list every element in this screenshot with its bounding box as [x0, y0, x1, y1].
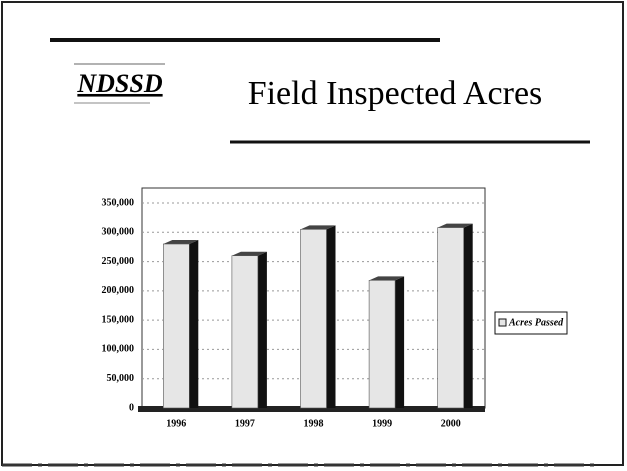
x-tick-label: 2000 — [441, 418, 461, 429]
chart-title: Field Inspected Acres — [248, 75, 543, 112]
y-tick-label: 50,000 — [107, 373, 135, 384]
bar-side — [326, 225, 336, 408]
y-tick-label: 250,000 — [102, 256, 135, 267]
bar — [437, 227, 465, 409]
bar-top — [300, 225, 336, 230]
bar — [163, 243, 190, 409]
y-tick-label: 350,000 — [102, 197, 135, 208]
bar — [300, 229, 327, 409]
bar — [231, 255, 259, 409]
legend-box — [494, 311, 568, 335]
plot-floor — [138, 406, 485, 412]
bar — [368, 280, 396, 409]
bar-top — [437, 223, 473, 228]
bar-top — [163, 240, 199, 244]
logo: NDSSD — [76, 69, 162, 98]
y-tick-label: 300,000 — [102, 227, 135, 238]
bar-side — [463, 223, 473, 408]
x-tick-label: 1997 — [235, 418, 255, 429]
y-tick-label: 100,000 — [102, 344, 135, 355]
y-tick-label: 0 — [129, 402, 134, 413]
bar-side — [189, 240, 199, 408]
x-tick-label: 1998 — [304, 418, 324, 429]
y-tick-label: 150,000 — [102, 314, 135, 325]
x-tick-label: 1999 — [372, 418, 392, 429]
bar-top — [231, 251, 267, 256]
x-tick-label: 1996 — [166, 418, 186, 429]
legend-swatch — [498, 318, 507, 327]
bar-side — [395, 276, 405, 408]
bar-top — [369, 276, 405, 281]
bar-side — [257, 251, 267, 408]
legend-label: Acres Passed — [508, 317, 564, 328]
y-tick-label: 200,000 — [102, 285, 135, 296]
